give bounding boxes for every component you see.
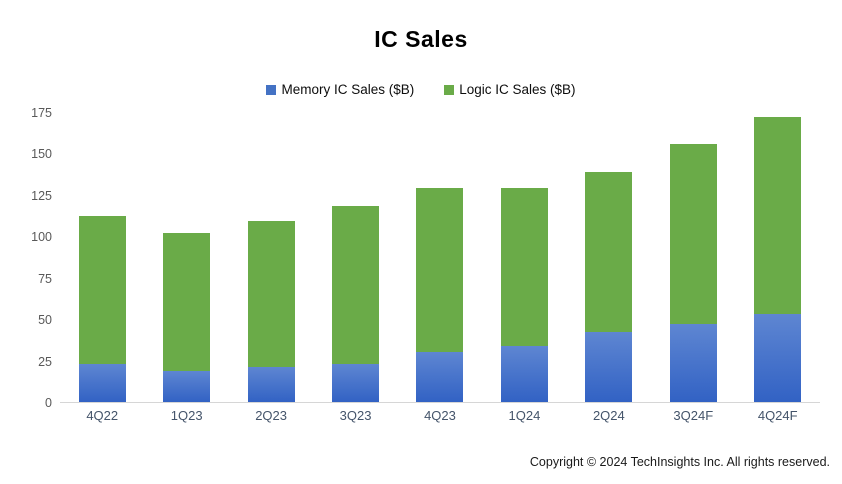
x-tick-label: 3Q24F — [673, 408, 714, 423]
bar-segment-memory — [416, 352, 464, 402]
x-tick-label: 4Q22 — [86, 408, 119, 423]
bar-segment-logic — [669, 143, 717, 325]
bar-segment-logic — [247, 221, 295, 368]
y-tick-label: 75 — [38, 271, 52, 286]
bar-column-4q23 — [398, 113, 482, 402]
bar-segment-logic — [332, 206, 380, 364]
legend-label-logic: Logic IC Sales ($B) — [459, 82, 576, 97]
bar-stack — [500, 188, 548, 402]
bar-segment-logic — [163, 232, 211, 371]
bar-stack — [669, 143, 717, 402]
bar-column-4q22 — [60, 113, 144, 402]
bar-stack — [585, 171, 633, 402]
x-tick-label: 4Q23 — [424, 408, 456, 423]
bar-segment-memory — [585, 332, 633, 402]
plot-wrapper: 0 25 50 75 100 125 150 175 — [0, 106, 842, 410]
y-axis: 0 25 50 75 100 125 150 175 — [0, 106, 52, 410]
plot-area — [60, 113, 820, 403]
bar-stack — [754, 116, 802, 402]
bar-segment-memory — [332, 363, 380, 402]
bar-stack — [416, 188, 464, 402]
bar-column-1q24 — [482, 113, 566, 402]
x-tick-label: 4Q24F — [757, 408, 798, 423]
bar-segment-memory — [163, 370, 211, 402]
legend-item-logic: Logic IC Sales ($B) — [444, 82, 576, 97]
bar-segment-memory — [247, 367, 295, 402]
x-tick-label: 2Q24 — [592, 408, 625, 423]
y-tick-label: 100 — [31, 230, 52, 245]
y-tick-label: 150 — [31, 147, 52, 162]
y-tick-label: 0 — [45, 396, 52, 410]
logic-series-swatch-icon — [444, 84, 455, 95]
x-tick-label: 3Q23 — [339, 408, 372, 423]
copyright-text: Copyright © 2024 TechInsights Inc. All r… — [529, 455, 830, 469]
bar-column-1q23 — [144, 113, 228, 402]
x-tick-label: 1Q24 — [508, 408, 541, 423]
bar-stack — [247, 221, 295, 402]
x-tick-label: 2Q23 — [255, 408, 287, 423]
x-axis: 4Q22 1Q23 2Q23 3Q23 4Q23 1Q24 2Q24 3Q24F 4Q24F — [60, 408, 820, 423]
legend: Memory IC Sales ($B) Logic IC Sales ($B) — [0, 82, 842, 97]
legend-label-memory: Memory IC Sales ($B) — [281, 82, 415, 97]
bar-segment-memory — [500, 345, 548, 402]
bar-segment-logic — [754, 116, 802, 315]
y-tick-label: 125 — [31, 188, 52, 203]
bar-column-4q24f — [736, 113, 820, 402]
bar-segment-memory — [78, 363, 126, 402]
y-tick-label: 50 — [38, 313, 52, 328]
bar-segment-memory — [669, 324, 717, 402]
bar-column-3q24f — [651, 113, 735, 402]
bar-column-3q23 — [313, 113, 397, 402]
bar-column-2q23 — [229, 113, 313, 402]
bar-column-2q24 — [567, 113, 651, 402]
legend-item-memory: Memory IC Sales ($B) — [266, 82, 414, 97]
y-tick-label: 175 — [31, 106, 52, 120]
bar-stack — [163, 232, 211, 402]
chart-title: IC Sales — [374, 26, 468, 52]
bar-stack — [332, 206, 380, 402]
bar-segment-logic — [500, 188, 548, 346]
memory-series-swatch-icon — [266, 84, 277, 95]
y-tick-label: 25 — [38, 354, 52, 369]
x-tick-label: 1Q23 — [170, 408, 203, 423]
bar-stack — [78, 216, 126, 402]
bar-segment-logic — [78, 216, 126, 364]
bar-segment-logic — [585, 171, 633, 333]
bar-segment-logic — [416, 188, 464, 353]
bar-segment-memory — [754, 314, 802, 402]
